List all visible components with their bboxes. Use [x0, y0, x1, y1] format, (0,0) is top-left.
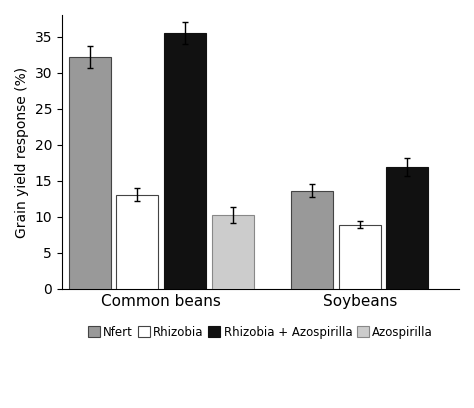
- Bar: [291, 191, 333, 289]
- Bar: [69, 57, 110, 289]
- Bar: [212, 215, 254, 289]
- Bar: [117, 195, 158, 289]
- Bar: [164, 33, 206, 289]
- Bar: [386, 167, 428, 289]
- Y-axis label: Grain yield response (%): Grain yield response (%): [15, 67, 29, 237]
- Legend: Nfert, Rhizobia, Rhizobia + Azospirilla, Azospirilla: Nfert, Rhizobia, Rhizobia + Azospirilla,…: [83, 321, 438, 344]
- Bar: [339, 225, 381, 289]
